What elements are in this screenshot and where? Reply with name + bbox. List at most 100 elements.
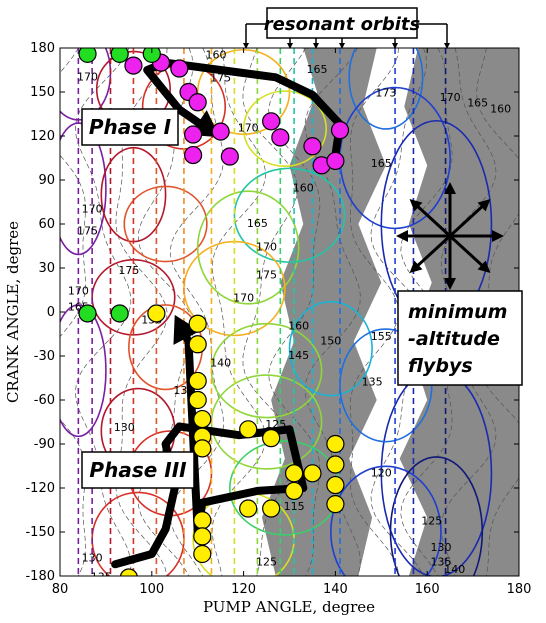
contour-label: 173 [375, 86, 396, 99]
phase-3-callout: Phase III [81, 451, 195, 489]
data-point [193, 511, 212, 530]
data-point [303, 464, 322, 483]
y-tick-label: 120 [30, 129, 55, 144]
data-point [193, 439, 212, 458]
contour-label: 165 [467, 97, 488, 110]
contour-label: 155 [371, 330, 392, 343]
data-point [110, 48, 129, 63]
contour-label: 150 [256, 619, 277, 623]
contour-label: 150 [421, 613, 442, 623]
contour-label: 160 [206, 48, 227, 61]
contour-label: 175 [118, 264, 139, 277]
contour-label: 130 [82, 551, 103, 564]
contour-label: 130 [430, 541, 451, 554]
contour-label: 135 [430, 556, 451, 569]
contour-label: 140 [444, 563, 465, 576]
y-axis-label: CRANK ANGLE, degree [4, 221, 22, 403]
contour-label: 165 [247, 217, 268, 230]
resonant-ellipse [196, 190, 300, 305]
y-tick-label: -90 [34, 437, 55, 452]
contour-label: 175 [77, 224, 98, 237]
data-point [78, 48, 97, 63]
x-tick-label: 140 [323, 582, 348, 597]
y-tick-label: 0 [47, 305, 55, 320]
data-point [326, 475, 345, 495]
min-altitude-label-line1: minimum [408, 301, 507, 323]
min-altitude-label-line3: flybys [408, 355, 473, 377]
contour-label: 160 [490, 103, 511, 116]
y-tick-label: 90 [38, 173, 55, 188]
contour-label: 170 [68, 284, 89, 297]
contour-label: 175 [256, 268, 277, 281]
phase-1-callout: Phase I [81, 108, 179, 146]
resonant-orbits-callout: resonant orbits [243, 7, 450, 49]
data-point [188, 371, 207, 391]
x-tick-label: 100 [139, 582, 164, 597]
data-point [326, 434, 345, 454]
data-point [170, 59, 189, 78]
resonant-orbits-label: resonant orbits [264, 14, 421, 35]
data-point [271, 128, 290, 147]
data-point [79, 587, 96, 604]
contour-label: 175 [210, 72, 231, 85]
data-point [262, 112, 281, 131]
contour-label: 145 [288, 349, 309, 362]
data-point [239, 499, 258, 518]
contour-label: 130 [114, 421, 135, 434]
x-axis: 80 100 120 140 160 180 [52, 48, 531, 597]
data-point [124, 56, 143, 75]
data-point [142, 48, 161, 63]
contour-label: 130 [242, 573, 263, 586]
min-altitude-callout: minimum -altitude flybys [397, 290, 523, 386]
data-point [188, 335, 207, 354]
resonant-ellipse [233, 167, 346, 263]
data-point [284, 464, 304, 483]
contour-label: 120 [371, 466, 392, 479]
resonant-ellipse [242, 90, 328, 168]
data-point [184, 125, 203, 144]
contour-label: 170 [256, 240, 277, 253]
contour-label: 135 [91, 570, 112, 583]
contour-label: 145 [68, 591, 89, 604]
resonant-ellipse [60, 304, 107, 438]
y-tick-label: -60 [34, 393, 55, 408]
y-axis: -180 -150 -120 -90 -60 -30 0 30 60 90 120 150 180 [25, 41, 519, 584]
data-point [193, 527, 212, 546]
contour-label: 165 [371, 157, 392, 170]
contour-label: 170 [440, 91, 461, 104]
data-point [193, 544, 212, 564]
data-point [326, 455, 345, 474]
contour-label: 140 [210, 356, 231, 369]
phase-1-arrow [143, 58, 344, 173]
y-tick-label: 60 [38, 217, 55, 232]
contour-label: 160 [293, 182, 314, 195]
contour-label: 150 [320, 334, 341, 347]
contour-label: 170 [233, 292, 254, 305]
contour-label: 170 [77, 70, 98, 83]
x-tick-label: 80 [52, 582, 69, 597]
direction-star-icon [396, 182, 504, 290]
data-point [326, 151, 345, 171]
y-tick-label: 150 [30, 85, 55, 100]
data-point [110, 304, 129, 323]
data-point [188, 93, 207, 112]
resonant-ellipse [123, 185, 208, 263]
contour-label: 170 [82, 202, 103, 215]
contour-label: 165 [307, 63, 328, 76]
data-point [239, 420, 258, 439]
x-tick-label: 160 [415, 582, 440, 597]
resonant-ellipse [288, 300, 373, 397]
data-point [119, 568, 138, 576]
data-point [184, 145, 203, 165]
data-point [147, 304, 166, 323]
y-tick-label: -120 [25, 481, 55, 496]
resonant-ellipse [330, 465, 442, 576]
data-point [330, 121, 350, 140]
contour-label: 150 [105, 598, 126, 611]
y-tick-label: -30 [34, 349, 55, 364]
y-tick-label: -150 [25, 525, 55, 540]
contour-label: 135 [362, 375, 383, 388]
data-point [284, 481, 304, 501]
data-point [211, 122, 230, 141]
y-tick-label: 180 [30, 41, 55, 56]
